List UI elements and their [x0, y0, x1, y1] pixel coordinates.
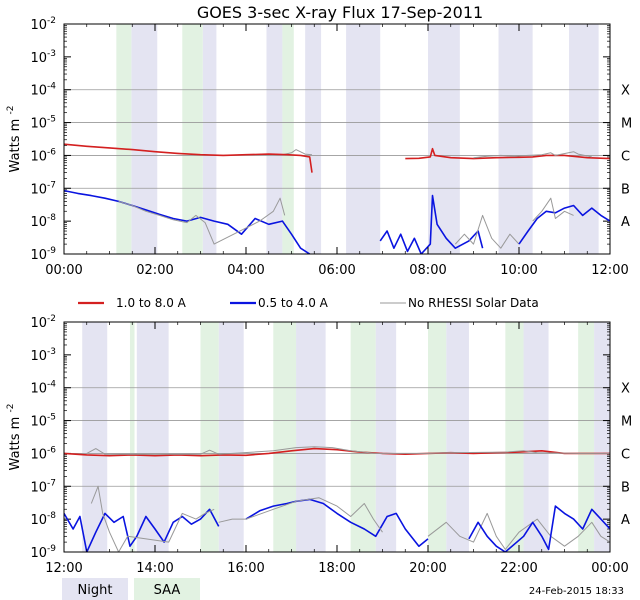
night-band: [446, 322, 469, 552]
generated-timestamp: 24-Feb-2015 18:33: [529, 586, 624, 597]
night-band: [296, 322, 326, 552]
saa-band: [116, 24, 132, 254]
night-band: [428, 24, 460, 254]
saa-band: [273, 322, 297, 552]
region-legend-label: Night: [78, 583, 113, 598]
legend-label: No RHESSI Solar Data: [408, 296, 539, 310]
saa-band: [282, 24, 294, 254]
x-tick-label: 10:00: [500, 263, 537, 278]
no-rhessi-line: [86, 446, 610, 455]
saa-band: [350, 322, 376, 552]
night-band: [523, 322, 549, 552]
y-tick-label: 10-4: [30, 380, 56, 397]
saa-band: [129, 322, 135, 552]
no-rhessi-line: [427, 512, 610, 550]
x-tick-label: 06:00: [318, 263, 355, 278]
night-band: [202, 24, 217, 254]
y-tick-label: 10-5: [30, 413, 56, 430]
no-rhessi-line: [118, 197, 286, 245]
saa-band: [182, 24, 203, 254]
x-tick-label: 08:00: [409, 263, 446, 278]
flare-class-label: C: [621, 447, 630, 462]
panel-2: 10-2 10-3 10-4 10-5 10-6 10-7 10-8 10-912:00 14:…: [6, 314, 632, 576]
night-band: [136, 322, 169, 552]
x-tick-label: 14:00: [136, 561, 173, 576]
long-channel-line: [64, 143, 313, 173]
flare-class-label: M: [621, 415, 632, 430]
flare-class-label: C: [621, 149, 630, 164]
no-rhessi-line: [454, 214, 520, 249]
y-tick-label: 10-6: [30, 147, 56, 164]
y-tick-label: 10-8: [30, 213, 56, 230]
x-tick-label: 04:00: [227, 263, 264, 278]
night-band: [218, 322, 244, 552]
y-tick-label: 10-7: [30, 478, 56, 495]
flare-class-label: X: [621, 382, 630, 397]
night-band: [346, 24, 381, 254]
y-tick-label: 10-9: [30, 246, 56, 263]
y-tick-label: 10-4: [30, 82, 56, 99]
x-tick-label: 20:00: [409, 561, 446, 576]
saa-band: [578, 322, 595, 552]
x-tick-label: 12:00: [591, 263, 628, 278]
y-tick-label: 10-5: [30, 115, 56, 132]
y-axis-label: Watts m -2: [6, 106, 23, 173]
x-tick-label: 22:00: [500, 561, 537, 576]
no-rhessi-line: [218, 497, 383, 533]
short-channel-line: [64, 189, 311, 254]
night-band: [266, 24, 283, 254]
series-legend: 1.0 to 8.0 A 0.5 to 4.0 A No RHESSI Solar …: [78, 296, 539, 310]
y-tick-label: 10-8: [30, 511, 56, 528]
flare-class-label: M: [621, 117, 632, 132]
short-channel-line: [379, 194, 484, 254]
x-tick-label: 00:00: [591, 561, 628, 576]
region-legend-label: SAA: [154, 583, 181, 598]
y-tick-label: 10-7: [30, 180, 56, 197]
x-tick-label: 16:00: [227, 561, 264, 576]
x-tick-label: 18:00: [318, 561, 355, 576]
short-channel-line: [64, 508, 220, 552]
flare-class-label: B: [621, 182, 630, 197]
short-channel-line: [468, 505, 610, 552]
x-tick-label: 12:00: [45, 561, 82, 576]
night-band: [375, 322, 397, 552]
flare-class-label: A: [621, 513, 630, 528]
long-channel-line: [64, 447, 610, 457]
legend-label: 1.0 to 8.0 A: [116, 296, 187, 310]
flare-class-label: X: [621, 84, 630, 99]
y-tick-label: 10-6: [30, 445, 56, 462]
legend-label: 0.5 to 4.0 A: [258, 296, 329, 310]
night-band: [569, 24, 599, 254]
panel-1: 10-2 10-3 10-4 10-5 10-6 10-7 10-8 10-900:00 02:…: [6, 16, 632, 278]
region-legend-swatch: [62, 578, 128, 600]
night-band: [594, 322, 610, 552]
y-axis-label: Watts m -2: [6, 404, 23, 471]
saa-band: [505, 322, 524, 552]
x-tick-label: 02:00: [136, 263, 173, 278]
short-channel-line: [245, 498, 429, 547]
no-rhessi-line: [532, 197, 574, 222]
flare-class-label: B: [621, 480, 630, 495]
y-tick-label: 10-2: [30, 314, 56, 331]
short-channel-line: [518, 204, 610, 245]
saa-band: [200, 322, 219, 552]
y-tick-label: 10-2: [30, 16, 56, 33]
night-band: [305, 24, 322, 254]
no-rhessi-line: [90, 485, 215, 552]
region-legend: Night SAA: [62, 578, 200, 600]
saa-band: [428, 322, 447, 552]
region-legend-swatch: [134, 578, 200, 600]
chart-title: GOES 3-sec X-ray Flux 17-Sep-2011: [197, 3, 483, 22]
y-tick-label: 10-9: [30, 544, 56, 561]
no-rhessi-line: [473, 151, 592, 159]
y-tick-label: 10-3: [30, 347, 56, 364]
x-tick-label: 00:00: [45, 263, 82, 278]
night-band: [498, 24, 533, 254]
night-band: [131, 24, 158, 254]
long-channel-line: [405, 147, 610, 160]
flare-class-label: A: [621, 215, 630, 230]
y-tick-label: 10-3: [30, 49, 56, 66]
